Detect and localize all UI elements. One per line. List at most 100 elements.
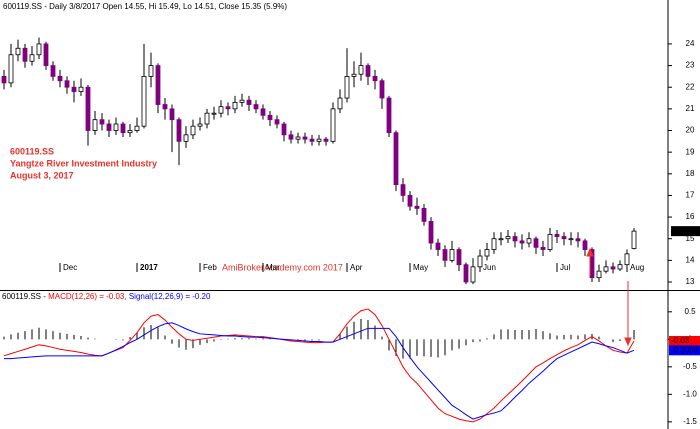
y-tick-label: 23 [686, 61, 695, 70]
candle-body [253, 104, 259, 110]
x-tick-label: Dec [63, 263, 77, 272]
candle-body [533, 238, 539, 248]
last-price-label: 15.35 [676, 226, 697, 235]
candle-body [365, 65, 371, 77]
annotation: August 3, 2017 [10, 170, 74, 180]
candle-body [631, 230, 637, 249]
last-value-label: -0.03 [671, 336, 690, 345]
y-tick-label: 13 [686, 277, 695, 286]
y-tick-label: 21 [686, 104, 695, 113]
candle-body [22, 47, 28, 62]
candle-body [323, 138, 329, 142]
candle-body [204, 112, 210, 125]
y-tick-label: 20 [686, 126, 695, 135]
candle-body [218, 106, 224, 114]
candle-body [449, 249, 455, 261]
candle-body [414, 205, 420, 209]
candle-body [330, 108, 336, 142]
candle-body [169, 108, 175, 121]
candle-body [155, 65, 161, 105]
x-tick-label: Jun [483, 263, 496, 272]
last-value-box [669, 345, 700, 356]
candle-body [547, 233, 553, 250]
candle-body [274, 119, 280, 125]
candle-body [463, 264, 469, 283]
candle-body [498, 238, 504, 241]
candle-body [596, 270, 602, 279]
candle-body [183, 134, 189, 142]
candle-body [92, 119, 98, 131]
candle-body [302, 136, 308, 140]
candle-body [400, 184, 406, 196]
candle-body [225, 106, 231, 110]
candle-body [316, 138, 322, 142]
candle-body [50, 65, 56, 77]
y-tick-label: 19 [686, 147, 695, 156]
candle-body [281, 123, 287, 136]
last-price-box [671, 226, 700, 237]
last-value-label: -0.20037 [671, 345, 700, 354]
candle-body [477, 255, 483, 268]
candle-body [484, 249, 490, 257]
candle-body [561, 236, 567, 240]
y-tick-label: -1.0 [683, 389, 697, 398]
candle-body [386, 97, 392, 134]
y-tick-label: 0.5 [684, 307, 696, 316]
candle-body [8, 54, 14, 84]
candle-body [442, 249, 448, 261]
candle-body [267, 114, 273, 121]
y-tick-label: 24 [686, 39, 695, 48]
candle-body [407, 195, 413, 207]
candle-body [393, 132, 399, 186]
annotation: 600119.SS [10, 146, 54, 156]
candle-body [232, 101, 238, 110]
y-tick-label: 22 [686, 82, 695, 91]
candle-body [99, 119, 105, 125]
candle-body [568, 238, 574, 241]
candle-body [519, 240, 525, 244]
annotation: Yangtze River Investment Industry [10, 158, 157, 168]
macd-header-prefix: 600119.SS - [2, 292, 46, 301]
candle-body [120, 123, 126, 134]
candle-body [351, 73, 357, 77]
candle-body [148, 65, 154, 77]
x-tick-label: Feb [203, 263, 217, 272]
y-tick-label: 15 [686, 234, 695, 243]
candle-body [470, 266, 476, 283]
y-tick-label: -1.5 [683, 417, 697, 426]
x-tick-label: Jul [560, 263, 570, 272]
y-tick-label: 18 [686, 169, 695, 178]
candle-body [134, 125, 140, 131]
candle-body [78, 86, 84, 92]
y-tick-label: 16 [686, 212, 695, 221]
candle-body [491, 238, 497, 250]
candle-body [43, 43, 49, 66]
x-tick-label: Apr [350, 263, 363, 272]
candle-body [71, 86, 77, 92]
candle-body [379, 80, 385, 99]
candle-body [309, 138, 315, 142]
candle-body [337, 97, 343, 110]
candle-body [239, 99, 245, 103]
candle-body [610, 266, 616, 270]
candle-body [197, 123, 203, 127]
y-tick-label: -0.5 [683, 362, 697, 371]
candle-body [57, 75, 63, 82]
candle-body [624, 253, 630, 266]
series-line [4, 322, 635, 420]
candle-body [295, 136, 301, 140]
candle-body [617, 264, 623, 270]
candle-body [29, 54, 35, 62]
candle-body [127, 130, 133, 134]
candle-body [526, 238, 532, 244]
marks: 13 14 15 16 17 18 19 20 21 22 23 24 Dec 2017 Feb Mar Apr… [1, 37, 700, 426]
candle-body [540, 246, 546, 250]
x-tick-label: Aug [630, 263, 644, 272]
candle-body [190, 125, 196, 136]
candle-body [246, 99, 252, 105]
y-tick-label: 14 [686, 255, 695, 264]
candle-body [372, 75, 378, 82]
candle-body [554, 233, 560, 237]
price-header: 600119.SS - Daily 3/8/2017 Open 14.55, H… [3, 2, 287, 11]
